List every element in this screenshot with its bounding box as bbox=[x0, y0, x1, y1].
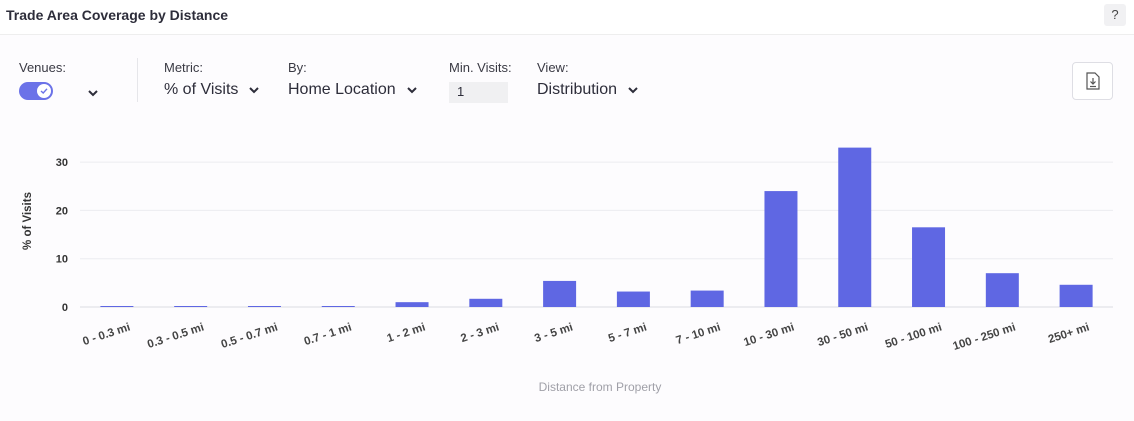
y-tick-label: 20 bbox=[56, 205, 68, 217]
bar bbox=[985, 273, 1019, 307]
help-button[interactable]: ? bbox=[1104, 4, 1126, 26]
bar bbox=[247, 306, 281, 307]
bar bbox=[469, 298, 503, 307]
panel-title: Trade Area Coverage by Distance bbox=[6, 7, 229, 23]
bar bbox=[1059, 284, 1093, 307]
x-tick-label: 0.7 - 1 mi bbox=[303, 321, 354, 348]
controls-separator bbox=[137, 58, 138, 102]
bar bbox=[543, 280, 577, 307]
by-dropdown[interactable]: Home Location bbox=[288, 81, 418, 99]
by-label: By: bbox=[288, 60, 307, 75]
venues-dropdown-chevron-icon[interactable] bbox=[87, 86, 99, 104]
x-tick-label: 0.3 - 0.5 mi bbox=[146, 321, 206, 351]
bar bbox=[174, 306, 208, 307]
x-tick-label: 50 - 100 mi bbox=[884, 321, 944, 351]
bar bbox=[690, 290, 724, 307]
chevron-down-icon bbox=[406, 87, 417, 94]
x-tick-label: 3 - 5 mi bbox=[533, 321, 574, 345]
y-tick-label: 30 bbox=[56, 157, 68, 169]
min-visits-label: Min. Visits: bbox=[449, 60, 512, 75]
x-tick-label: 1 - 2 mi bbox=[386, 321, 427, 345]
bar bbox=[838, 147, 872, 307]
x-tick-label: 7 - 10 mi bbox=[675, 321, 722, 347]
x-tick-label: 30 - 50 mi bbox=[816, 321, 870, 349]
download-button[interactable] bbox=[1072, 62, 1113, 100]
venues-toggle[interactable] bbox=[19, 82, 53, 100]
bar bbox=[321, 306, 355, 307]
x-tick-label: 2 - 3 mi bbox=[459, 321, 500, 345]
chevron-down-icon bbox=[628, 87, 638, 94]
header-divider bbox=[0, 34, 1134, 35]
check-icon bbox=[37, 84, 51, 98]
min-visits-input[interactable]: 1 bbox=[449, 82, 508, 103]
x-tick-label: 5 - 7 mi bbox=[607, 321, 648, 345]
x-axis-title: Distance from Property bbox=[539, 380, 662, 394]
y-tick-label: 0 bbox=[62, 302, 68, 314]
bar bbox=[100, 306, 134, 307]
view-dropdown[interactable]: Distribution bbox=[537, 81, 639, 99]
view-value: Distribution bbox=[537, 81, 618, 98]
bar bbox=[616, 291, 650, 307]
y-axis-title: % of Visits bbox=[22, 192, 34, 250]
bar bbox=[764, 191, 798, 307]
metric-label: Metric: bbox=[164, 60, 203, 75]
by-value: Home Location bbox=[288, 81, 396, 98]
x-tick-label: 100 - 250 mi bbox=[952, 321, 1018, 353]
view-label: View: bbox=[537, 60, 569, 75]
y-tick-label: 10 bbox=[56, 254, 68, 266]
x-tick-label: 0 - 0.3 mi bbox=[81, 321, 132, 348]
chevron-down-icon bbox=[249, 87, 260, 94]
panel-header: Trade Area Coverage by Distance ? bbox=[0, 0, 1134, 34]
bar bbox=[912, 227, 946, 307]
x-tick-label: 0.5 - 0.7 mi bbox=[220, 321, 280, 351]
x-tick-label: 10 - 30 mi bbox=[742, 321, 796, 349]
venues-label: Venues: bbox=[19, 60, 66, 75]
download-icon bbox=[1085, 72, 1100, 90]
metric-dropdown[interactable]: % of Visits bbox=[164, 81, 260, 99]
metric-value: % of Visits bbox=[164, 81, 239, 98]
x-tick-label: 250+ mi bbox=[1047, 321, 1091, 346]
bar bbox=[395, 302, 429, 307]
